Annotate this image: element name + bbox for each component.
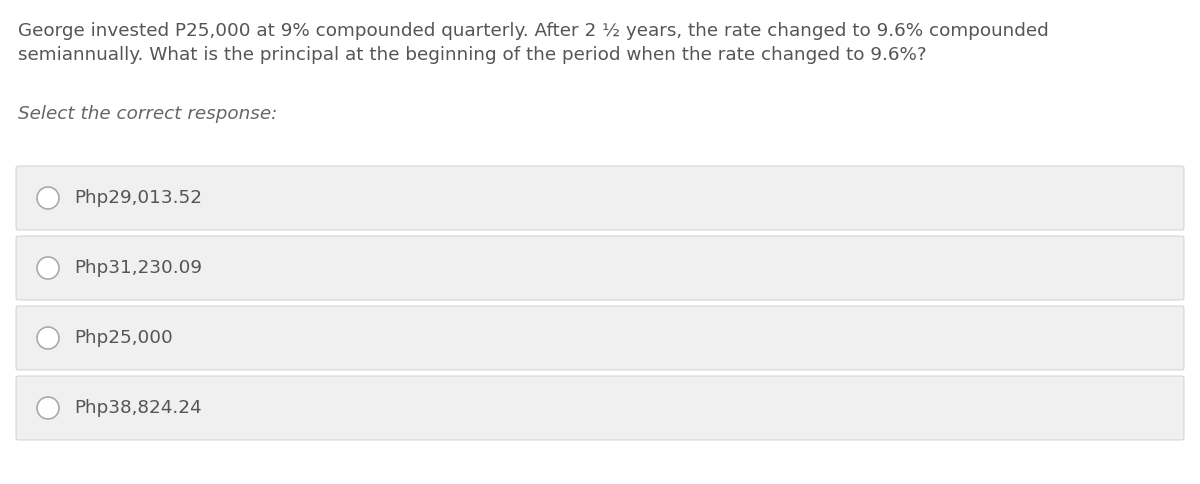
Circle shape <box>37 187 59 209</box>
Text: Php25,000: Php25,000 <box>74 329 173 347</box>
Text: Select the correct response:: Select the correct response: <box>18 105 277 123</box>
FancyBboxPatch shape <box>16 236 1184 300</box>
Circle shape <box>37 397 59 419</box>
Circle shape <box>37 257 59 279</box>
Text: George invested P25,000 at 9% compounded quarterly. After 2 ½ years, the rate ch: George invested P25,000 at 9% compounded… <box>18 22 1049 40</box>
FancyBboxPatch shape <box>16 306 1184 370</box>
Text: Php31,230.09: Php31,230.09 <box>74 259 202 277</box>
Text: Php29,013.52: Php29,013.52 <box>74 189 202 207</box>
FancyBboxPatch shape <box>16 376 1184 440</box>
Circle shape <box>37 327 59 349</box>
FancyBboxPatch shape <box>16 166 1184 230</box>
Text: semiannually. What is the principal at the beginning of the period when the rate: semiannually. What is the principal at t… <box>18 46 926 64</box>
Text: Php38,824.24: Php38,824.24 <box>74 399 202 417</box>
